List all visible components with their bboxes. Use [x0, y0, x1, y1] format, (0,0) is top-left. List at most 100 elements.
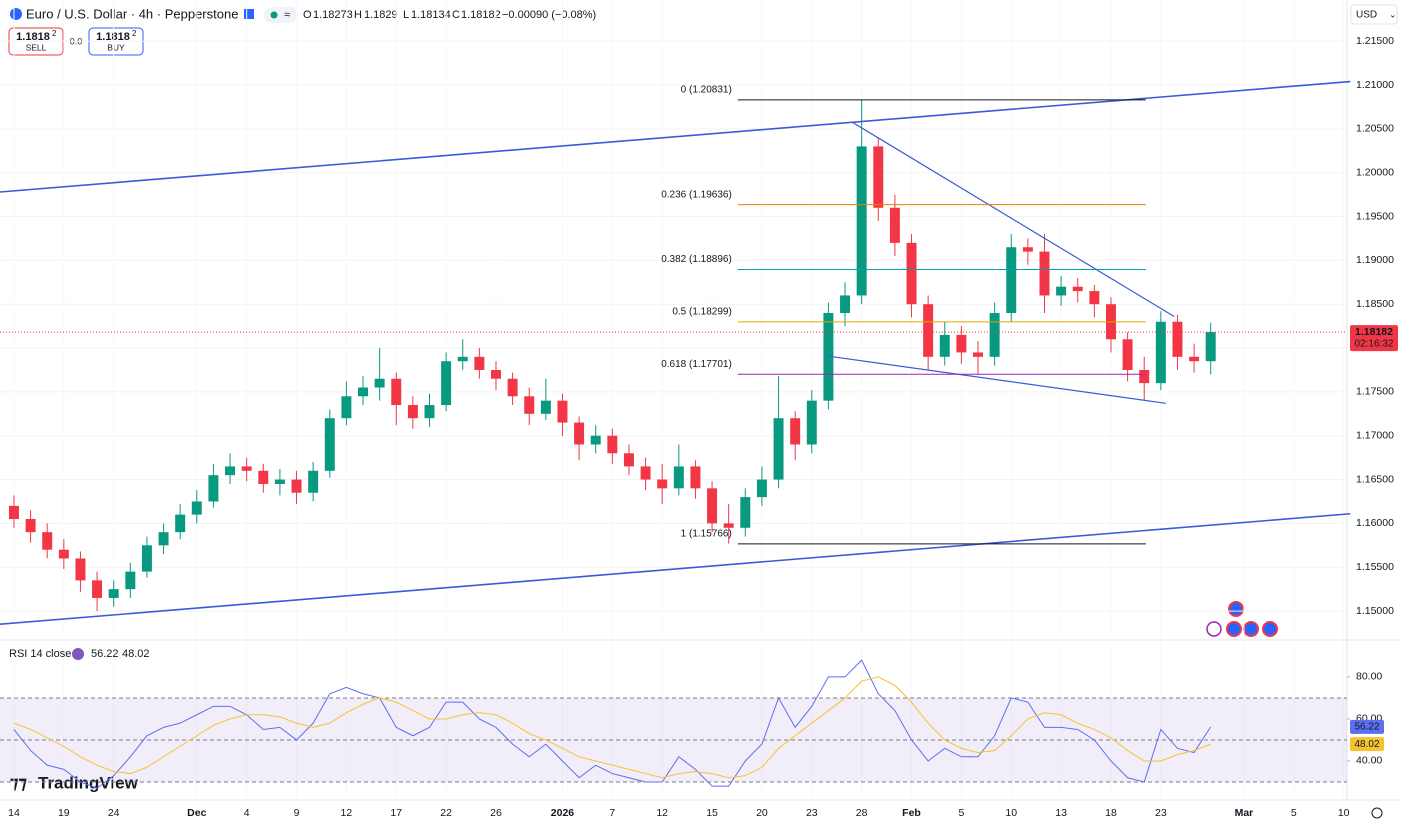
status-dot: [270, 11, 278, 19]
candle-body: [441, 361, 452, 406]
fib-label: 0.236 (1.19636): [661, 189, 732, 200]
y-tick-label: 1.15000: [1356, 605, 1394, 617]
candle-body: [175, 514, 186, 533]
y-tick-label: 1.16500: [1356, 473, 1394, 485]
candle-body: [374, 378, 385, 388]
y-tick-label: 1.20500: [1356, 123, 1394, 135]
x-tick-label: 7: [609, 807, 615, 819]
x-tick-label: 23: [1155, 807, 1167, 819]
candle-body: [756, 479, 767, 498]
candle-body: [1155, 321, 1166, 384]
fib-label: 0.382 (1.18896): [661, 254, 732, 265]
x-tick-label: 24: [108, 807, 120, 819]
trend-line: [826, 355, 1166, 404]
candle-body: [125, 571, 136, 590]
buy-label: BUY: [107, 42, 125, 52]
candle-body: [424, 405, 435, 419]
event-icon[interactable]: [1206, 621, 1222, 637]
candle-body: [225, 466, 236, 476]
candle-body: [490, 369, 501, 379]
candle-body: [540, 400, 551, 414]
event-icon[interactable]: [1262, 621, 1278, 637]
candle-body: [790, 418, 801, 445]
value-badge: [1350, 719, 1384, 734]
candle-body: [856, 146, 867, 296]
candle-body: [191, 501, 202, 515]
candle-body: [1039, 251, 1050, 296]
h-label: H: [354, 9, 362, 21]
x-tick-label: Dec: [187, 807, 206, 819]
y-tick-label: 1.18500: [1356, 298, 1394, 310]
candle-body: [640, 466, 651, 480]
currency-select[interactable]: [1350, 4, 1398, 25]
o-value: 1.18273: [313, 9, 353, 21]
rsi-line: [13, 676, 1211, 779]
candle-body: [773, 418, 784, 480]
candle-body: [324, 418, 335, 471]
candle-body: [291, 479, 302, 493]
fib-label: 0 (1.20831): [681, 84, 732, 95]
settings-icon[interactable]: [1371, 807, 1383, 819]
fib-label: 1 (1.15766): [681, 529, 732, 540]
rsi-line: [13, 659, 1212, 789]
candle-body: [557, 400, 568, 423]
candle-body: [108, 589, 119, 598]
x-tick-label: 5: [1291, 807, 1297, 819]
candle-body: [241, 466, 252, 471]
status-pill[interactable]: [264, 7, 298, 23]
sell-pip: 2: [52, 29, 57, 38]
candle-body: [956, 334, 967, 353]
last-price-badge: [1350, 325, 1398, 352]
x-tick-label: 22: [440, 807, 452, 819]
candle-body: [889, 207, 900, 243]
y-tick-label: 40.00: [1356, 755, 1382, 767]
dropdown-caret: ⌄: [1389, 9, 1397, 19]
symbol-title[interactable]: Euro / U.S. Dollar · 4h · Pepperstone: [26, 6, 238, 21]
candle-body: [574, 422, 585, 445]
x-tick-label: 4: [244, 807, 250, 819]
candle-body: [1139, 369, 1150, 384]
y-tick-label: 80.00: [1356, 671, 1382, 683]
x-tick-label: 10: [1005, 807, 1017, 819]
currency: USD: [1356, 10, 1377, 21]
x-tick-label: 12: [656, 807, 668, 819]
candle-body: [806, 400, 817, 445]
candle-body: [158, 532, 169, 546]
candle-body: [274, 479, 285, 484]
y-tick-label: 1.17000: [1356, 430, 1394, 442]
candle-body: [1172, 321, 1183, 357]
candle-body: [474, 356, 485, 370]
legend-value: 48.02: [122, 648, 150, 660]
candle-body: [341, 396, 352, 419]
x-tick-label: 13: [1055, 807, 1067, 819]
candle-body: [740, 497, 751, 528]
candle-body: [906, 242, 917, 305]
candle-body: [923, 304, 934, 357]
flag-icon[interactable]: [244, 9, 254, 19]
candle-body: [25, 519, 36, 533]
candle-body: [1056, 286, 1067, 296]
candle-body: [391, 378, 402, 406]
candle-body: [92, 580, 103, 598]
candle-body: [840, 295, 851, 313]
event-icon[interactable]: [1243, 621, 1259, 637]
value-badge: [1350, 737, 1384, 752]
event-icon[interactable]: [1228, 601, 1244, 617]
change: −0.00090 (−0.08%): [502, 9, 596, 21]
x-tick-label: 28: [856, 807, 868, 819]
x-tick-label: 17: [390, 807, 402, 819]
value-badge-label: 48.02: [1354, 739, 1379, 750]
event-icon[interactable]: [1226, 621, 1242, 637]
candle-body: [973, 352, 983, 357]
x-tick-label: 19: [58, 807, 70, 819]
candle-body: [358, 387, 368, 397]
candle-body: [407, 405, 418, 419]
fib-label: 0.618 (1.17701): [661, 359, 732, 370]
y-tick-label: 1.17500: [1356, 386, 1394, 398]
c-value: 1.18182: [461, 9, 501, 21]
candle-body: [308, 470, 319, 493]
y-tick-label: 1.19500: [1356, 210, 1394, 222]
candle-body: [208, 475, 219, 502]
